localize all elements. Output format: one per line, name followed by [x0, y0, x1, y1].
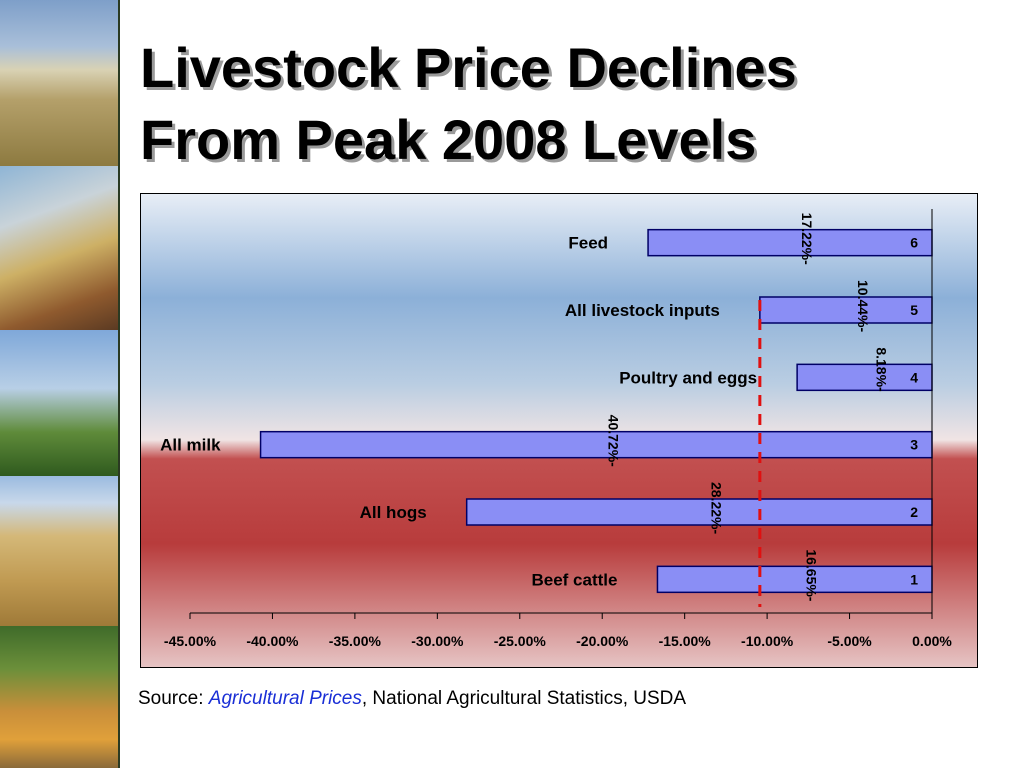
bar-index-label: 3 [910, 437, 918, 453]
slide-title: Livestock Price Declines From Peak 2008 … [140, 32, 1000, 176]
data-label: 17.22%- [799, 213, 815, 265]
title-line-1: Livestock Price Declines [140, 36, 797, 99]
data-label: 40.72%- [605, 415, 621, 467]
data-label: 10.44%- [855, 280, 871, 332]
data-label: 8.18%- [874, 347, 890, 392]
wheat-field-photo [0, 476, 118, 626]
chart-background [141, 194, 977, 667]
bar-index-label: 1 [910, 571, 918, 587]
bar-index-label: 5 [910, 302, 918, 318]
category-label: All milk [160, 436, 221, 455]
grain-elevator-photo [0, 0, 118, 166]
source-publication: Agricultural Prices [208, 688, 362, 709]
x-tick-label: -35.00% [329, 633, 382, 649]
bar-poultry-and-eggs [796, 363, 933, 392]
bar-chart: Beef cattle 1 16.65%- All hogs 2 28.22%- All m… [141, 194, 977, 667]
bar-index-label: 6 [910, 235, 918, 251]
x-tick-label: -20.00% [576, 633, 629, 649]
fruit-crates-photo [0, 626, 118, 768]
title-line-2: From Peak 2008 Levels [140, 108, 757, 171]
labels-layer: Beef cattle 1 16.65%- All hogs 2 28.22%- All m… [160, 213, 918, 602]
data-label: 16.65%- [804, 549, 820, 601]
bar-beef-cattle [656, 565, 933, 594]
source-suffix: , National Agricultural Statistics, USDA [361, 688, 687, 709]
x-tick-label: -40.00% [246, 633, 299, 649]
x-tick-label: -10.00% [741, 633, 794, 649]
bar-all-milk [259, 430, 933, 459]
bar-index-label: 2 [910, 504, 918, 520]
bar-all-livestock-inputs [759, 296, 933, 324]
x-tick-label: -30.00% [411, 633, 464, 649]
x-axis: -45.00% -40.00% -35.00% -30.00% -25.00% -20.0… [164, 209, 952, 649]
bar-all-hogs [465, 498, 933, 526]
x-tick-label: 0.00% [912, 633, 952, 649]
x-tick-label: -15.00% [659, 633, 712, 649]
category-label: Feed [568, 234, 608, 253]
photo-strip [0, 0, 120, 768]
category-label: All hogs [360, 503, 427, 522]
category-label: Poultry and eggs [619, 368, 757, 387]
x-tick-label: -45.00% [164, 633, 217, 649]
source-prefix: Source: [138, 688, 209, 709]
data-label: 28.22%- [708, 482, 724, 534]
source-citation: Source: Agricultural Prices, National Ag… [138, 688, 686, 710]
x-tick-label: -5.00% [827, 633, 872, 649]
x-tick-label: -25.00% [494, 633, 547, 649]
cornfield-photo [0, 330, 118, 476]
category-label: Beef cattle [531, 570, 617, 589]
category-label: All livestock inputs [565, 301, 720, 320]
harvest-unloading-photo [0, 166, 118, 330]
bar-feed [647, 228, 933, 257]
bar-index-label: 4 [910, 369, 918, 385]
